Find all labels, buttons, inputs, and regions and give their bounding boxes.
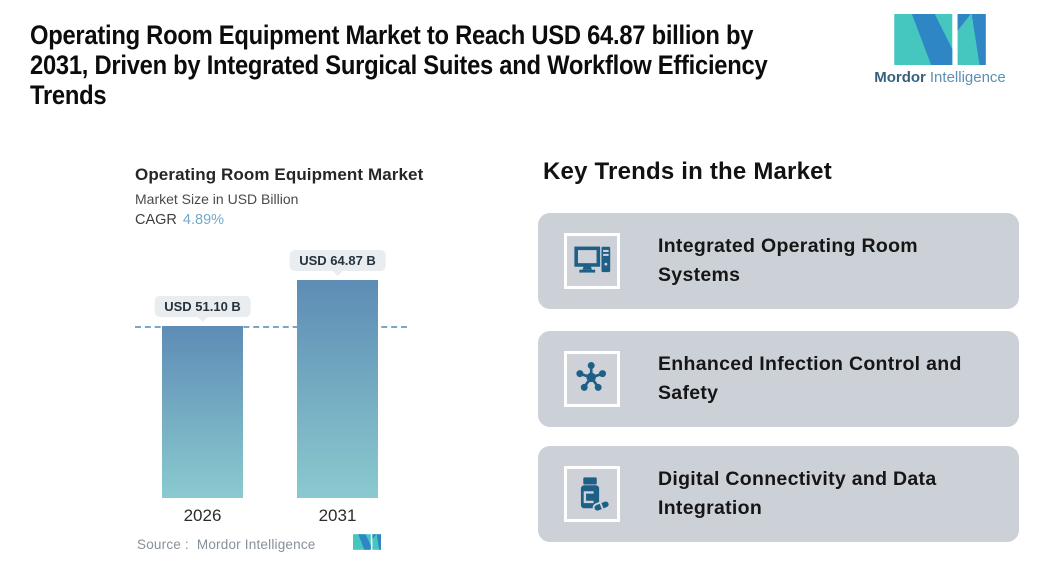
cagr-label: CAGR — [135, 212, 177, 228]
computer-icon — [574, 246, 611, 273]
chart-header: Operating Room Equipment Market Market S… — [135, 165, 423, 228]
trend-label: Integrated Operating Room Systems — [658, 232, 918, 290]
trend-label-line: Integrated Operating Room — [658, 235, 918, 257]
value-badge-2026: USD 51.10 B — [154, 296, 251, 317]
brand-logo: Mordor Intelligence — [865, 14, 1015, 86]
page-title-line: 2031, Driven by Integrated Surgical Suit… — [30, 50, 768, 80]
value-badge-2031: USD 64.87 B — [289, 250, 386, 271]
chart-subtitle: Market Size in USD Billion — [135, 191, 299, 207]
axis-label-2026: 2026 — [183, 506, 222, 525]
icon-tile — [564, 466, 620, 522]
page-title-line: Trends — [30, 80, 107, 110]
trend-label: Enhanced Infection Control and Safety — [658, 350, 962, 408]
brand-name-bold: Mordor — [874, 69, 926, 86]
bar-2026: USD 51.10 B 2026 — [154, 296, 251, 525]
brand-name: Mordor Intelligence — [865, 69, 1015, 86]
trends-heading: Key Trends in the Market — [543, 158, 832, 185]
trend-label: Digital Connectivity and Data Integratio… — [658, 465, 937, 523]
chart-cagr: CAGR 4.89% — [135, 212, 423, 228]
trend-label-line: Systems — [658, 264, 741, 286]
cagr-value: 4.89% — [182, 212, 225, 228]
bar-2031: USD 64.87 B 2031 — [289, 250, 386, 525]
trend-label-line: Enhanced Infection Control and — [658, 353, 962, 375]
axis-label-2031: 2031 — [318, 506, 357, 525]
mini-brand-logo-icon — [353, 534, 381, 555]
page-title-line: Operating Room Equipment Market to Reach… — [30, 20, 754, 50]
mordor-intelligence-logo-icon — [894, 14, 986, 65]
brand-name-regular: Intelligence — [929, 69, 1006, 86]
bar-chart: USD 51.10 B 2026 USD 64.87 B 2031 — [135, 250, 407, 525]
molecule-icon — [576, 362, 607, 391]
trend-label-line: Integration — [658, 497, 763, 519]
trend-label-line: Digital Connectivity and Data — [658, 468, 937, 490]
pill-bottle-icon — [580, 477, 611, 513]
trend-card-integrated-or-systems: Integrated Operating Room Systems — [538, 213, 1019, 309]
reference-line — [135, 326, 407, 328]
icon-tile — [564, 351, 620, 407]
source-value: Mordor Intelligence — [196, 537, 316, 552]
icon-tile — [564, 233, 620, 289]
page-title: Operating Room Equipment Market to Reach… — [30, 20, 840, 110]
trend-label-line: Safety — [658, 382, 719, 404]
trend-card-infection-control: Enhanced Infection Control and Safety — [538, 331, 1019, 427]
trend-card-digital-connectivity: Digital Connectivity and Data Integratio… — [538, 446, 1019, 542]
source-label: Source : — [137, 537, 189, 552]
chart-title: Operating Room Equipment Market — [135, 165, 424, 184]
source-note: Source : Mordor Intelligence — [137, 537, 316, 552]
